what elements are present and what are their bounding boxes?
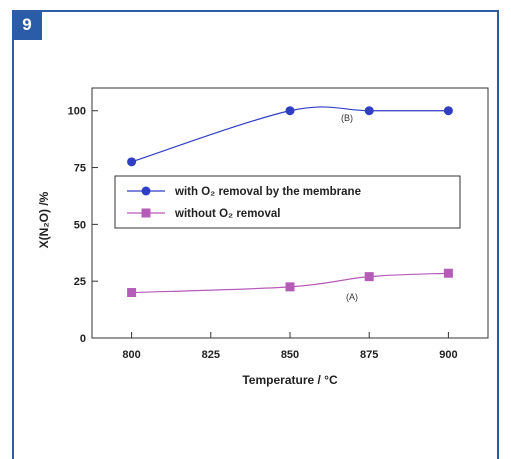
x-axis-title: Temperature / °C xyxy=(242,373,338,387)
series-0-point-0 xyxy=(127,157,137,167)
x-tick-label-0: 800 xyxy=(122,349,140,361)
chart-legend: with O₂ removal by the membrane without O… xyxy=(114,175,461,229)
series-1-point-0 xyxy=(127,288,137,298)
x-tick-label-2: 850 xyxy=(281,349,299,361)
series-line-0 xyxy=(131,106,449,163)
y-tick-label-0: 0 xyxy=(80,333,86,345)
series-1-point-1 xyxy=(285,282,295,292)
y-tick-label-3: 75 xyxy=(74,163,86,175)
legend-marker-1 xyxy=(141,208,151,218)
legend-label-1: without O₂ removal xyxy=(174,208,280,220)
series-1-point-2 xyxy=(364,272,374,282)
series-line-1 xyxy=(131,272,449,294)
legend-marker-0 xyxy=(141,186,151,196)
x-tick-label-1: 825 xyxy=(202,349,220,361)
series-0-curve-label: (B) xyxy=(341,113,353,123)
series-1-point-3 xyxy=(443,268,453,278)
figure-frame xyxy=(12,10,499,459)
legend-label-0: with O₂ removal by the membrane xyxy=(174,186,361,198)
series-1-curve-label: (A) xyxy=(346,292,358,302)
series-0-point-3 xyxy=(443,106,453,116)
y-axis-title: X(N₂O) /% xyxy=(37,191,51,248)
y-tick-label-1: 25 xyxy=(74,276,86,288)
chart-series: (B) (A) xyxy=(127,106,453,302)
series-0-point-1 xyxy=(285,106,295,116)
legend-box xyxy=(114,175,461,229)
x-tick-label-3: 875 xyxy=(360,349,378,361)
y-tick-label-4: 100 xyxy=(68,106,86,118)
chart-ticks: 0 25 50 75 100 800 825 850 875 900 xyxy=(68,106,458,361)
figure-number-badge: 9 xyxy=(12,10,42,40)
series-0-point-2 xyxy=(364,106,374,116)
x-tick-label-4: 900 xyxy=(439,349,457,361)
y-tick-label-2: 50 xyxy=(74,219,86,231)
